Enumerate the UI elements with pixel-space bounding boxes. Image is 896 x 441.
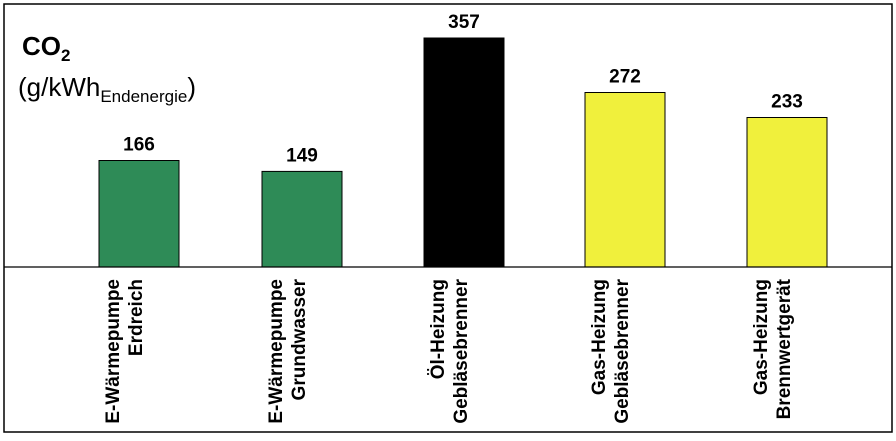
chart-title-main: CO [22, 31, 61, 61]
category-label-3-line1: Öl-Heizung [428, 279, 449, 379]
category-label-2-line2: Grundwasser [289, 278, 310, 400]
category-label-3: Öl-Heizung Gebläsebrenner [428, 278, 472, 423]
chart-unit-prefix: (g/kWh [18, 72, 100, 102]
category-label-4: Gas-Heizung Gebläsebrenner [589, 278, 633, 423]
category-label-1-line2: Erdreich [126, 279, 147, 356]
category-label-5: Gas-Heizung Brennwertgerät [751, 278, 795, 419]
bar-4 [584, 92, 666, 268]
chart-title-subscript: 2 [61, 46, 70, 65]
category-label-2: E-Wärmepumpe Grundwasser [266, 278, 310, 423]
chart-unit: (g/kWhEndenergie) [18, 72, 196, 106]
value-label-1: 166 [123, 135, 155, 156]
category-label-5-line2: Brennwertgerät [774, 278, 795, 419]
value-label-2: 149 [286, 145, 318, 166]
category-label-4-line1: Gas-Heizung [589, 279, 610, 395]
value-label-4: 272 [609, 67, 641, 88]
category-label-1-line1: E-Wärmepumpe [103, 279, 124, 424]
category-label-3-line2: Gebläsebrenner [451, 278, 472, 423]
category-label-4-line2: Gebläsebrenner [612, 278, 633, 423]
chart-unit-suffix: ) [187, 72, 196, 102]
bar-2 [261, 170, 343, 268]
value-label-5: 233 [771, 92, 803, 113]
category-label-5-line1: Gas-Heizung [751, 279, 772, 395]
chart-title: CO2 [22, 31, 70, 65]
value-labels-layer: 166 149 357 272 233 [123, 12, 803, 166]
value-label-3: 357 [448, 12, 480, 33]
category-labels-layer: E-Wärmepumpe Erdreich E-Wärmepumpe Grundwas… [103, 278, 795, 423]
chart-unit-subscript: Endenergie [100, 87, 187, 106]
category-label-2-line1: E-Wärmepumpe [266, 279, 287, 424]
category-label-1: E-Wärmepumpe Erdreich [103, 279, 147, 424]
bar-5 [746, 117, 828, 268]
bar-3 [423, 37, 505, 268]
bars-layer [98, 37, 828, 268]
bar-1 [98, 160, 180, 268]
